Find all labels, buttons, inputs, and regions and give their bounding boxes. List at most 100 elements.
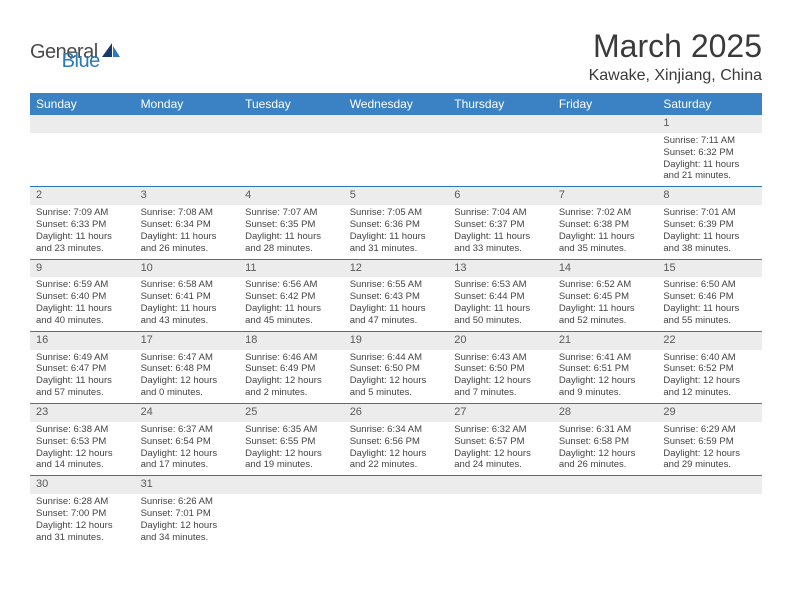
day-number: 30 (30, 476, 135, 494)
daylight-text: Daylight: 11 hours and 35 minutes. (559, 231, 652, 255)
daylight-text: Daylight: 11 hours and 21 minutes. (663, 159, 756, 183)
day-cell: Sunrise: 7:05 AMSunset: 6:36 PMDaylight:… (344, 205, 449, 259)
daylight-text: Daylight: 12 hours and 26 minutes. (559, 448, 652, 472)
sunset-text: Sunset: 6:42 PM (245, 291, 338, 303)
weekday-header: Wednesday (344, 93, 449, 115)
day-number-row: 9101112131415 (30, 259, 762, 277)
sunrise-text: Sunrise: 6:59 AM (36, 279, 129, 291)
daylight-text: Daylight: 11 hours and 43 minutes. (141, 303, 234, 327)
day-number: 1 (657, 115, 762, 133)
sunrise-text: Sunrise: 6:47 AM (141, 352, 234, 364)
sunset-text: Sunset: 6:54 PM (141, 436, 234, 448)
day-number: 8 (657, 187, 762, 205)
day-number: 14 (553, 259, 658, 277)
daylight-text: Daylight: 11 hours and 57 minutes. (36, 375, 129, 399)
daylight-text: Daylight: 12 hours and 31 minutes. (36, 520, 129, 544)
weekday-header-row: Sunday Monday Tuesday Wednesday Thursday… (30, 93, 762, 115)
day-cell: Sunrise: 6:34 AMSunset: 6:56 PMDaylight:… (344, 422, 449, 476)
day-number: 23 (30, 404, 135, 422)
sail-icon (100, 41, 122, 64)
sunset-text: Sunset: 6:39 PM (663, 219, 756, 231)
sunset-text: Sunset: 7:01 PM (141, 508, 234, 520)
sunrise-text: Sunrise: 6:26 AM (141, 496, 234, 508)
day-cell: Sunrise: 7:08 AMSunset: 6:34 PMDaylight:… (135, 205, 240, 259)
daylight-text: Daylight: 11 hours and 28 minutes. (245, 231, 338, 255)
day-number: 26 (344, 404, 449, 422)
day-number: 16 (30, 331, 135, 349)
daylight-text: Daylight: 12 hours and 19 minutes. (245, 448, 338, 472)
daylight-text: Daylight: 11 hours and 26 minutes. (141, 231, 234, 255)
day-number: 7 (553, 187, 658, 205)
day-number: 20 (448, 331, 553, 349)
sunrise-text: Sunrise: 6:58 AM (141, 279, 234, 291)
sunrise-text: Sunrise: 7:09 AM (36, 207, 129, 219)
weekday-header: Thursday (448, 93, 553, 115)
daylight-text: Daylight: 12 hours and 5 minutes. (350, 375, 443, 399)
day-number-row: 2345678 (30, 187, 762, 205)
sunrise-text: Sunrise: 6:50 AM (663, 279, 756, 291)
sunset-text: Sunset: 6:57 PM (454, 436, 547, 448)
sunset-text: Sunset: 6:40 PM (36, 291, 129, 303)
day-cell (344, 133, 449, 187)
day-number: 27 (448, 404, 553, 422)
calendar-page: General Blue March 2025 Kawake, Xinjiang… (0, 0, 792, 548)
day-cell: Sunrise: 7:09 AMSunset: 6:33 PMDaylight:… (30, 205, 135, 259)
location: Kawake, Xinjiang, China (589, 67, 762, 85)
day-number: 15 (657, 259, 762, 277)
sunset-text: Sunset: 6:35 PM (245, 219, 338, 231)
day-content-row: Sunrise: 7:09 AMSunset: 6:33 PM Daylight:… (30, 205, 762, 259)
month-title: March 2025 (589, 28, 762, 65)
day-cell: Sunrise: 6:58 AMSunset: 6:41 PMDaylight:… (135, 277, 240, 331)
sunset-text: Sunset: 6:49 PM (245, 363, 338, 375)
sunrise-text: Sunrise: 6:52 AM (559, 279, 652, 291)
sunset-text: Sunset: 6:51 PM (559, 363, 652, 375)
day-number: 28 (553, 404, 658, 422)
daylight-text: Daylight: 12 hours and 29 minutes. (663, 448, 756, 472)
daylight-text: Daylight: 11 hours and 31 minutes. (350, 231, 443, 255)
sunrise-text: Sunrise: 7:02 AM (559, 207, 652, 219)
day-number: 13 (448, 259, 553, 277)
day-cell: Sunrise: 6:40 AMSunset: 6:52 PMDaylight:… (657, 350, 762, 404)
sunset-text: Sunset: 6:38 PM (559, 219, 652, 231)
day-number (657, 476, 762, 494)
brand-logo: General Blue (30, 28, 100, 73)
day-number (448, 115, 553, 133)
sunset-text: Sunset: 6:50 PM (350, 363, 443, 375)
sunset-text: Sunset: 6:58 PM (559, 436, 652, 448)
sunset-text: Sunset: 7:00 PM (36, 508, 129, 520)
day-number-row: 1 (30, 115, 762, 133)
sunset-text: Sunset: 6:43 PM (350, 291, 443, 303)
sunset-text: Sunset: 6:36 PM (350, 219, 443, 231)
day-cell: Sunrise: 7:11 AMSunset: 6:32 PMDaylight:… (657, 133, 762, 187)
day-cell (448, 133, 553, 187)
sunrise-text: Sunrise: 6:55 AM (350, 279, 443, 291)
daylight-text: Daylight: 12 hours and 2 minutes. (245, 375, 338, 399)
day-number (239, 476, 344, 494)
sunrise-text: Sunrise: 7:07 AM (245, 207, 338, 219)
weekday-header: Saturday (657, 93, 762, 115)
sunset-text: Sunset: 6:47 PM (36, 363, 129, 375)
day-number: 21 (553, 331, 658, 349)
day-content-row: Sunrise: 6:38 AMSunset: 6:53 PMDaylight:… (30, 422, 762, 476)
header: General Blue March 2025 Kawake, Xinjiang… (30, 28, 762, 85)
day-number: 22 (657, 331, 762, 349)
sunset-text: Sunset: 6:33 PM (36, 219, 129, 231)
day-cell: Sunrise: 7:01 AMSunset: 6:39 PMDaylight:… (657, 205, 762, 259)
sunset-text: Sunset: 6:41 PM (141, 291, 234, 303)
brand-part2: Blue (62, 50, 100, 73)
day-cell: Sunrise: 6:52 AMSunset: 6:45 PMDaylight:… (553, 277, 658, 331)
day-cell: Sunrise: 6:50 AMSunset: 6:46 PMDaylight:… (657, 277, 762, 331)
day-cell (553, 494, 658, 548)
day-number: 18 (239, 331, 344, 349)
day-cell (657, 494, 762, 548)
day-content-row: Sunrise: 7:11 AMSunset: 6:32 PMDaylight:… (30, 133, 762, 187)
sunrise-text: Sunrise: 6:32 AM (454, 424, 547, 436)
day-cell: Sunrise: 7:07 AMSunset: 6:35 PMDaylight:… (239, 205, 344, 259)
calendar-table: Sunday Monday Tuesday Wednesday Thursday… (30, 93, 762, 548)
sunrise-text: Sunrise: 6:38 AM (36, 424, 129, 436)
sunrise-text: Sunrise: 6:41 AM (559, 352, 652, 364)
sunrise-text: Sunrise: 6:29 AM (663, 424, 756, 436)
day-cell (135, 133, 240, 187)
sunrise-text: Sunrise: 7:01 AM (663, 207, 756, 219)
day-cell: Sunrise: 6:56 AMSunset: 6:42 PMDaylight:… (239, 277, 344, 331)
